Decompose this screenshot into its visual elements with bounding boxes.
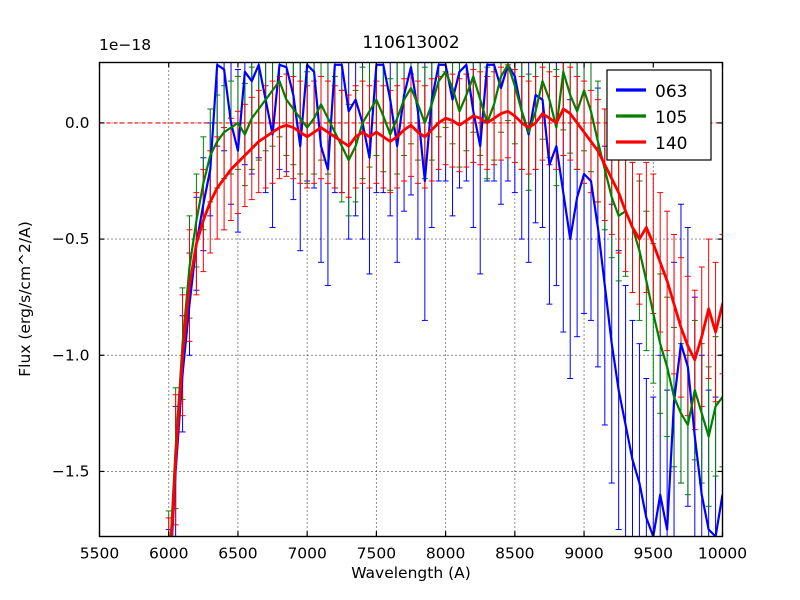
x-tick-label: 6500 xyxy=(218,545,257,563)
legend[interactable]: 063 105 140 xyxy=(606,69,712,161)
legend-label-140: 140 xyxy=(655,134,687,154)
legend-label-063: 063 xyxy=(655,82,687,102)
series-line-140 xyxy=(170,107,723,537)
y-tick-label: −1.5 xyxy=(52,462,90,480)
x-tick-label: 9000 xyxy=(564,545,603,563)
x-tick-label: 7000 xyxy=(287,545,326,563)
x-tick-label: 10000 xyxy=(698,545,747,563)
y-tick-label: 0.0 xyxy=(65,114,90,132)
y-tick-label: −0.5 xyxy=(52,230,90,248)
page-title: 110613002 xyxy=(362,33,459,53)
x-tick-label: 8500 xyxy=(495,545,534,563)
y-axis-title: Flux (erg/s/cm^2/A) xyxy=(16,221,34,377)
x-axis-title: Wavelength (A) xyxy=(351,564,471,582)
x-tick-label: 8000 xyxy=(426,545,465,563)
legend-label-105: 105 xyxy=(655,108,687,128)
x-tick-label: 5500 xyxy=(80,545,119,563)
x-tick-label: 9500 xyxy=(634,545,673,563)
series-line-063 xyxy=(171,63,723,537)
x-tick-label: 7500 xyxy=(357,545,396,563)
axis-ticks xyxy=(98,62,724,537)
x-tick-labels: 5500 6000 6500 7000 7500 8000 8500 9000 9500 1000… xyxy=(80,545,747,563)
x-tick-label: 6000 xyxy=(149,545,188,563)
y-tick-label: −1.0 xyxy=(52,346,90,364)
y-axis-offset-label: 1e−18 xyxy=(99,36,151,54)
axes-frame xyxy=(98,61,724,538)
y-tick-labels: 0.0 −0.5 −1.0 −1.5 xyxy=(52,114,90,481)
